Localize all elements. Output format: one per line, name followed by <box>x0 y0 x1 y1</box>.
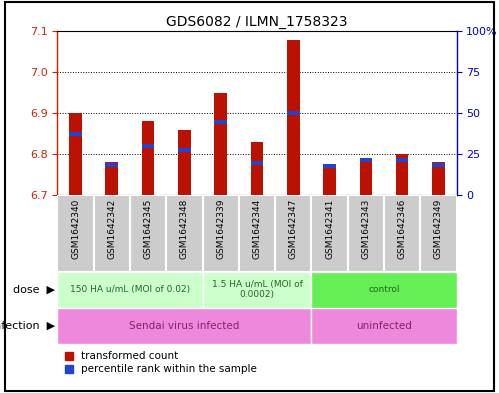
Text: uninfected: uninfected <box>356 321 412 331</box>
Text: GSM1642343: GSM1642343 <box>361 199 370 259</box>
Text: GSM1642346: GSM1642346 <box>398 199 407 259</box>
Text: GSM1642344: GSM1642344 <box>252 199 261 259</box>
Bar <box>166 195 203 272</box>
Text: GSM1642348: GSM1642348 <box>180 199 189 259</box>
Text: dose  ▶: dose ▶ <box>13 285 55 295</box>
Text: GSM1642349: GSM1642349 <box>434 199 443 259</box>
Text: GSM1642347: GSM1642347 <box>289 199 298 259</box>
Bar <box>348 195 384 272</box>
Bar <box>396 158 409 162</box>
Text: GSM1642341: GSM1642341 <box>325 199 334 259</box>
Legend: transformed count, percentile rank within the sample: transformed count, percentile rank withi… <box>62 349 259 376</box>
Bar <box>142 121 155 195</box>
Text: infection  ▶: infection ▶ <box>0 321 55 331</box>
Bar <box>384 195 420 272</box>
Bar <box>215 93 227 195</box>
Bar <box>130 195 166 272</box>
Bar <box>287 40 299 195</box>
Bar <box>94 195 130 272</box>
Text: GSM1642340: GSM1642340 <box>71 199 80 259</box>
Bar <box>142 144 155 148</box>
Bar <box>311 272 457 308</box>
Bar <box>250 161 263 165</box>
Text: GSM1642339: GSM1642339 <box>216 199 225 259</box>
Bar <box>69 132 82 136</box>
Bar <box>420 195 457 272</box>
Bar <box>178 148 191 152</box>
Bar <box>311 308 457 344</box>
Bar <box>69 113 82 195</box>
Bar <box>359 162 372 195</box>
Bar <box>239 195 275 272</box>
Bar <box>432 163 445 167</box>
Bar <box>275 195 311 272</box>
Text: Sendai virus infected: Sendai virus infected <box>129 321 240 331</box>
Bar <box>105 163 118 167</box>
Bar <box>57 195 94 272</box>
Bar <box>323 168 336 195</box>
Bar <box>250 142 263 195</box>
Bar <box>432 162 445 195</box>
Bar <box>178 130 191 195</box>
Bar <box>323 164 336 168</box>
Text: 150 HA u/mL (MOI of 0.02): 150 HA u/mL (MOI of 0.02) <box>70 285 190 294</box>
Title: GDS6082 / ILMN_1758323: GDS6082 / ILMN_1758323 <box>166 15 348 29</box>
Bar <box>396 154 409 195</box>
Bar <box>311 195 348 272</box>
Text: control: control <box>368 285 400 294</box>
Bar <box>215 120 227 124</box>
Bar <box>105 162 118 195</box>
Text: 1.5 HA u/mL (MOI of
0.0002): 1.5 HA u/mL (MOI of 0.0002) <box>212 280 302 299</box>
Bar <box>203 195 239 272</box>
Text: GSM1642342: GSM1642342 <box>107 199 116 259</box>
Bar <box>203 272 311 308</box>
Text: GSM1642345: GSM1642345 <box>144 199 153 259</box>
Bar <box>287 111 299 115</box>
Bar <box>359 158 372 162</box>
Bar <box>57 272 203 308</box>
Bar <box>57 308 311 344</box>
